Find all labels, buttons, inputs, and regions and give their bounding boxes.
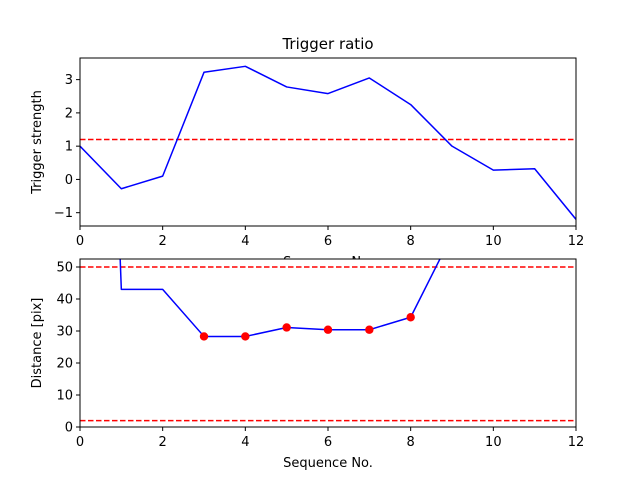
axes-frame bbox=[79, 258, 577, 428]
data-point bbox=[241, 332, 250, 341]
axes-frame bbox=[79, 57, 577, 227]
y-tick-label: 3 bbox=[65, 73, 73, 88]
x-axis-label: Sequence No. bbox=[283, 456, 373, 471]
data-point bbox=[323, 325, 333, 334]
x-tick-label: 6 bbox=[324, 234, 332, 249]
series-group bbox=[119, 259, 441, 338]
y-tick-label: 50 bbox=[56, 261, 73, 276]
x-tick-label: 2 bbox=[159, 234, 167, 249]
x-tick-label: 12 bbox=[568, 234, 585, 249]
data-point bbox=[199, 332, 209, 341]
x-tick-label: 12 bbox=[568, 435, 585, 450]
y-axis-label: Distance [pix] bbox=[30, 298, 45, 389]
x-tick-label: 2 bbox=[159, 435, 167, 450]
y-tick-label: 30 bbox=[56, 325, 73, 340]
y-tick-label: 0 bbox=[65, 173, 73, 188]
trigger-ratio-axes: Trigger ratio Trigger strength Sequence … bbox=[30, 35, 584, 270]
series-group bbox=[80, 65, 576, 220]
tick-group: 0 2 4 6 8 10 12 0 10 20 30 40 50 bbox=[56, 261, 584, 451]
x-tick-label: 0 bbox=[76, 435, 84, 450]
chart-title: Trigger ratio bbox=[281, 35, 373, 53]
y-tick-label: 20 bbox=[56, 357, 73, 372]
y-tick-label: 0 bbox=[65, 421, 73, 436]
y-tick-label: −1 bbox=[54, 206, 73, 221]
x-tick-label: 8 bbox=[407, 435, 415, 450]
series-line bbox=[119, 259, 441, 338]
point-group bbox=[199, 313, 415, 341]
data-point bbox=[282, 323, 291, 332]
data-point bbox=[406, 313, 415, 322]
y-axis-label: Trigger strength bbox=[30, 90, 45, 195]
y-tick-label: 2 bbox=[65, 106, 73, 121]
hline-group bbox=[80, 266, 576, 422]
data-point bbox=[365, 325, 374, 334]
x-tick-label: 8 bbox=[407, 234, 415, 249]
x-tick-label: 0 bbox=[76, 234, 84, 249]
x-tick-label: 10 bbox=[485, 435, 502, 450]
y-tick-label: 1 bbox=[65, 140, 73, 155]
series-line bbox=[80, 65, 576, 220]
x-tick-label: 4 bbox=[241, 234, 249, 249]
x-tick-label: 10 bbox=[485, 234, 502, 249]
distance-axes: Distance [pix] Sequence No. 0 2 4 6 8 10 12 0 10… bbox=[30, 258, 584, 471]
x-tick-label: 6 bbox=[324, 435, 332, 450]
y-tick-label: 10 bbox=[56, 389, 73, 404]
x-tick-label: 4 bbox=[241, 435, 249, 450]
y-tick-label: 40 bbox=[56, 293, 73, 308]
axes-background bbox=[80, 259, 576, 427]
